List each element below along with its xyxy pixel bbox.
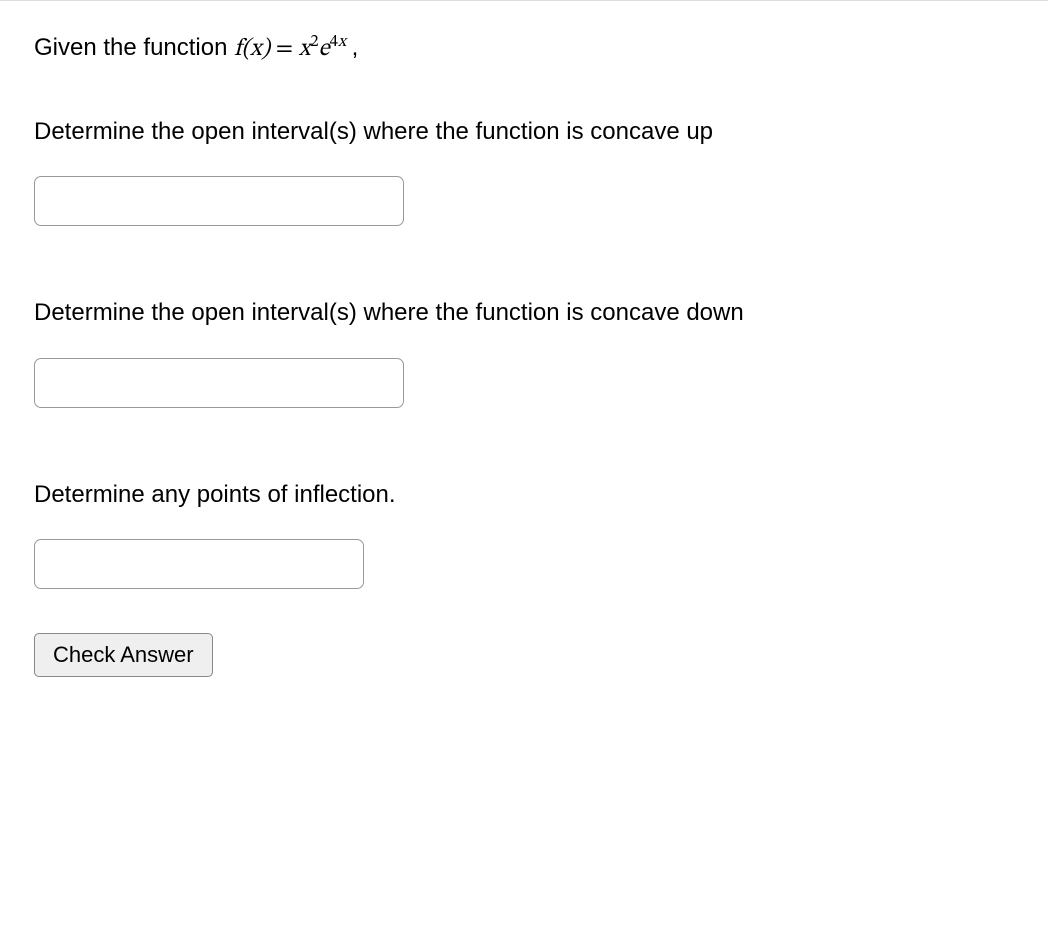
function-expression: f(x) = x2e4x: [234, 37, 352, 61]
answer-input-concave-down[interactable]: [34, 358, 404, 408]
question-intro: Given the function f(x) = x2e4x ,: [34, 31, 1014, 67]
spacer: [34, 408, 1014, 478]
rhs-x-exp: 2: [310, 33, 318, 50]
answer-input-concave-up[interactable]: [34, 176, 404, 226]
spacer: [34, 589, 1014, 633]
intro-prefix: Given the function: [34, 34, 234, 61]
question-page: Given the function f(x) = x2e4x , Determ…: [0, 0, 1048, 939]
rhs-e: e: [319, 37, 330, 61]
equals-sign: =: [270, 37, 299, 61]
answer-input-inflection[interactable]: [34, 539, 364, 589]
intro-suffix: ,: [352, 34, 359, 61]
rhs-x: x: [299, 37, 311, 61]
spacer: [34, 226, 1014, 296]
check-answer-button[interactable]: Check Answer: [34, 633, 213, 677]
function-lhs: f(x): [234, 37, 270, 61]
prompt-inflection: Determine any points of inflection.: [34, 478, 1014, 512]
question-content: Given the function f(x) = x2e4x , Determ…: [0, 1, 1048, 677]
rhs-e-exp: 4x: [330, 33, 346, 50]
prompt-concave-down: Determine the open interval(s) where the…: [34, 296, 1014, 330]
prompt-concave-up: Determine the open interval(s) where the…: [34, 115, 1014, 149]
